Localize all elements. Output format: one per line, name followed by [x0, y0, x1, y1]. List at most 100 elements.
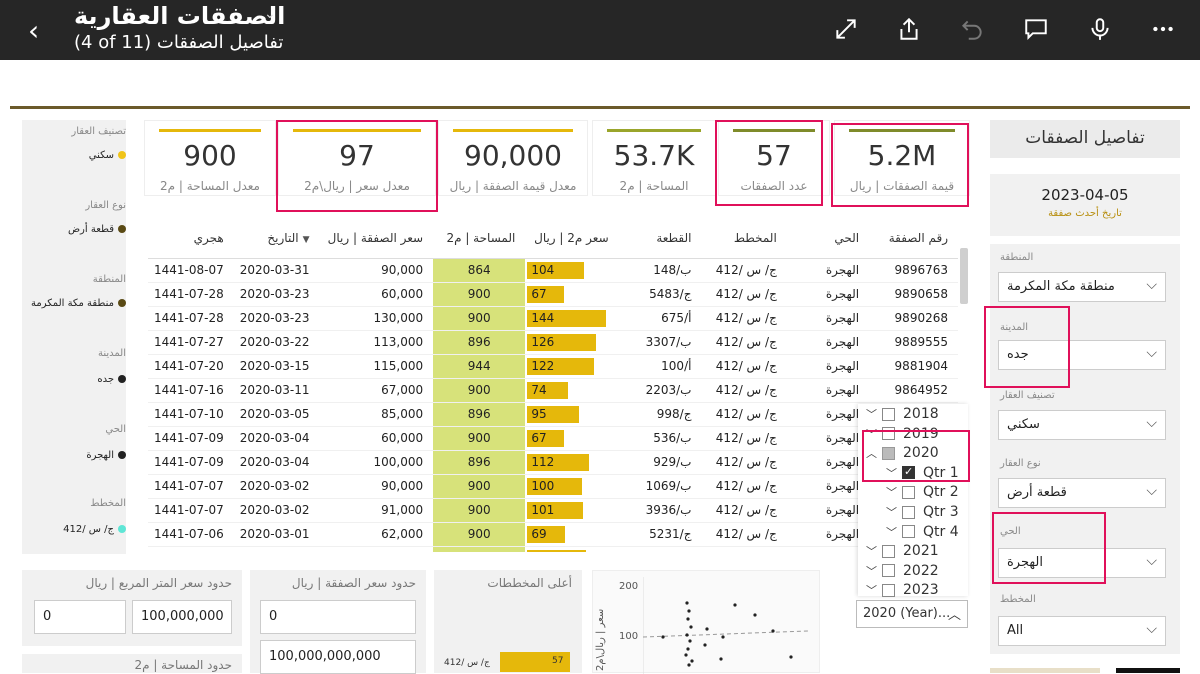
- scatter-point[interactable]: [684, 653, 688, 657]
- slicer-year-item[interactable]: ﹀ 2023: [866, 580, 939, 600]
- checkbox[interactable]: [882, 544, 895, 558]
- scatter-point[interactable]: [686, 647, 690, 651]
- bar[interactable]: [500, 652, 570, 672]
- scatter-point[interactable]: [687, 663, 691, 667]
- sqm-min-input[interactable]: 0: [34, 600, 126, 634]
- kpi-deal-count[interactable]: 57 عدد الصفقات: [718, 120, 830, 196]
- chevron-down-icon[interactable]: ﹀: [886, 506, 897, 519]
- chevron-down-icon[interactable]: ﹀: [866, 545, 877, 559]
- table-row[interactable]: 1441-07-20 2020-03-15 115,000 944 122 أ/100 ج/…: [148, 354, 958, 379]
- scatter-point[interactable]: [719, 657, 723, 661]
- slicer-quarter-item[interactable]: ﹀ Qtr 1: [886, 463, 959, 483]
- more-icon[interactable]: [1146, 12, 1180, 46]
- undo-icon[interactable]: [955, 12, 989, 46]
- scatter-point[interactable]: [705, 627, 709, 631]
- checkbox[interactable]: [882, 583, 895, 597]
- price-min-input[interactable]: 0: [260, 600, 416, 634]
- mic-icon[interactable]: [1083, 12, 1117, 46]
- chevron-down-icon[interactable]: ﹀: [866, 564, 877, 578]
- page-nav-tab[interactable]: [1116, 668, 1180, 673]
- scatter-point[interactable]: [685, 601, 689, 605]
- column-header-date[interactable]: التاريخ ▼: [233, 218, 320, 259]
- kpi-total-area[interactable]: 53.7K المساحة | م2: [592, 120, 716, 196]
- page-nav-tab[interactable]: [990, 668, 1100, 673]
- scatter-point[interactable]: [689, 625, 693, 629]
- scatter-plot-area[interactable]: [643, 575, 813, 674]
- scatter-point[interactable]: [721, 635, 725, 639]
- sort-desc-icon[interactable]: ▼: [302, 234, 310, 245]
- column-header-area[interactable]: المساحة | م2: [433, 218, 526, 259]
- checkbox[interactable]: [902, 485, 915, 499]
- city-dropdown[interactable]: جده ⌵: [998, 340, 1166, 370]
- column-header-plot[interactable]: القطعة: [618, 218, 702, 259]
- chevron-up-icon[interactable]: ︿: [866, 447, 877, 461]
- column-header-sqm-price[interactable]: سعر م2 | ريال: [525, 218, 619, 259]
- price-max-input[interactable]: 100,000,000,000: [260, 640, 416, 674]
- table-row[interactable]: 1441-07-07 2020-03-02 90,000 900 100 ب/1069 ج/…: [148, 474, 958, 499]
- table-row[interactable]: 1441-07-28 2020-03-23 60,000 900 67 ج/5483 ج/ …: [148, 282, 958, 307]
- table-row[interactable]: 1441-07-09 2020-03-04 60,000 900 67 ب/536 ج/ س…: [148, 426, 958, 451]
- column-header-plan[interactable]: المخطط: [701, 218, 787, 259]
- kpi-total-value[interactable]: 5.2M قيمة الصفقات | ريال: [834, 120, 970, 196]
- slicer-quarter-item[interactable]: ﹀ Qtr 4: [886, 522, 959, 542]
- table-row[interactable]: 1441-07-16 2020-03-11 67,000 900 74 ب/2203 ج/ …: [148, 378, 958, 403]
- slicer-year-item[interactable]: ﹀ 2021: [866, 541, 939, 561]
- slicer-year-item[interactable]: ﹀ 2022: [866, 561, 939, 581]
- chevron-down-icon[interactable]: ﹀: [886, 525, 897, 539]
- table-row[interactable]: 1441-08-07 2020-03-31 90,000 864 104 ب/148 ج/ …: [148, 258, 958, 283]
- slicer-quarter-item[interactable]: ﹀ Qtr 2: [886, 482, 959, 502]
- plan-dropdown[interactable]: All ⌵: [998, 616, 1166, 646]
- checkbox[interactable]: [882, 446, 895, 460]
- property-class-dropdown[interactable]: سكني ⌵: [998, 410, 1166, 440]
- checkbox[interactable]: [902, 465, 915, 480]
- title-chevron-down-icon[interactable]: ⌄: [264, 6, 276, 22]
- date-slicer-select[interactable]: 2020 (Year)... ︿: [856, 600, 968, 628]
- expand-icon[interactable]: [829, 12, 863, 46]
- property-type-dropdown[interactable]: قطعة أرض ⌵: [998, 478, 1166, 508]
- table-row[interactable]: 1441-07-09 2020-03-04 100,000 896 112 ب/929 ج/…: [148, 450, 958, 475]
- column-header-price[interactable]: سعر الصفقة | ريال: [319, 218, 434, 259]
- scatter-point[interactable]: [690, 659, 694, 663]
- checkbox[interactable]: [882, 407, 895, 421]
- kpi-avg-deal-value[interactable]: 90,000 معدل قيمة الصفقة | ريال: [438, 120, 588, 196]
- region-dropdown[interactable]: منطقة مكة المكرمة ⌵: [998, 272, 1166, 302]
- checkbox[interactable]: [902, 505, 915, 519]
- slicer-year-item[interactable]: ﹀ 2018: [866, 404, 939, 424]
- scatter-point[interactable]: [733, 603, 737, 607]
- chevron-down-icon[interactable]: ﹀: [866, 584, 877, 598]
- table-row[interactable]: 1441-07-07 2020-03-02 91,000 900 101 ب/3936 ج/…: [148, 498, 958, 523]
- table-row[interactable]: 1441-07-27 2020-03-22 113,000 896 126 ب/3307 ج…: [148, 330, 958, 355]
- column-header-hijri[interactable]: هجري: [148, 218, 234, 259]
- scatter-point[interactable]: [661, 635, 665, 639]
- table-scrollbar[interactable]: [960, 248, 968, 304]
- district-dropdown[interactable]: الهجرة ⌵: [998, 548, 1166, 578]
- scatter-point[interactable]: [686, 617, 690, 621]
- scatter-point[interactable]: [771, 629, 775, 633]
- scatter-point[interactable]: [753, 613, 757, 617]
- sqm-max-input[interactable]: 100,000,000: [132, 600, 232, 634]
- kpi-avg-area[interactable]: 900 معدل المساحة | م2: [144, 120, 276, 196]
- scatter-point[interactable]: [687, 609, 691, 613]
- table-row[interactable]: 1441-07-10 2020-03-05 85,000 896 95 ج/998 ج/ س…: [148, 402, 958, 427]
- checkbox[interactable]: [902, 525, 915, 539]
- comment-icon[interactable]: [1019, 12, 1053, 46]
- scatter-point[interactable]: [789, 655, 793, 659]
- kpi-avg-sqm-price[interactable]: 97 معدل سعر | ريال\م2: [278, 120, 436, 196]
- checkbox[interactable]: [882, 564, 895, 578]
- chevron-down-icon[interactable]: ﹀: [866, 408, 877, 421]
- back-icon[interactable]: ‹: [28, 14, 40, 47]
- scatter-point[interactable]: [703, 643, 707, 647]
- chevron-down-icon[interactable]: ﹀: [886, 486, 897, 500]
- table-row[interactable]: 1441-07-28 2020-03-23 130,000 900 144 أ/675 ج/…: [148, 306, 958, 331]
- chevron-down-icon[interactable]: ﹀: [866, 427, 877, 441]
- table-row[interactable]: 1441-07-042020-02-2895,000882108ب/508ج/ …: [148, 546, 958, 552]
- chevron-down-icon[interactable]: ﹀: [886, 466, 897, 480]
- report-title[interactable]: الصفقات العقارية: [74, 2, 286, 30]
- table-row[interactable]: 1441-07-06 2020-03-01 62,000 900 69 ج/5231 ج/ …: [148, 522, 958, 547]
- scatter-point[interactable]: [685, 633, 689, 637]
- slicer-quarter-item[interactable]: ﹀ Qtr 3: [886, 502, 959, 522]
- column-header-deal-id[interactable]: رقم الصفقة: [869, 218, 958, 259]
- share-icon[interactable]: [892, 12, 926, 46]
- column-header-district[interactable]: الحي: [786, 218, 870, 259]
- scatter-point[interactable]: [688, 639, 692, 643]
